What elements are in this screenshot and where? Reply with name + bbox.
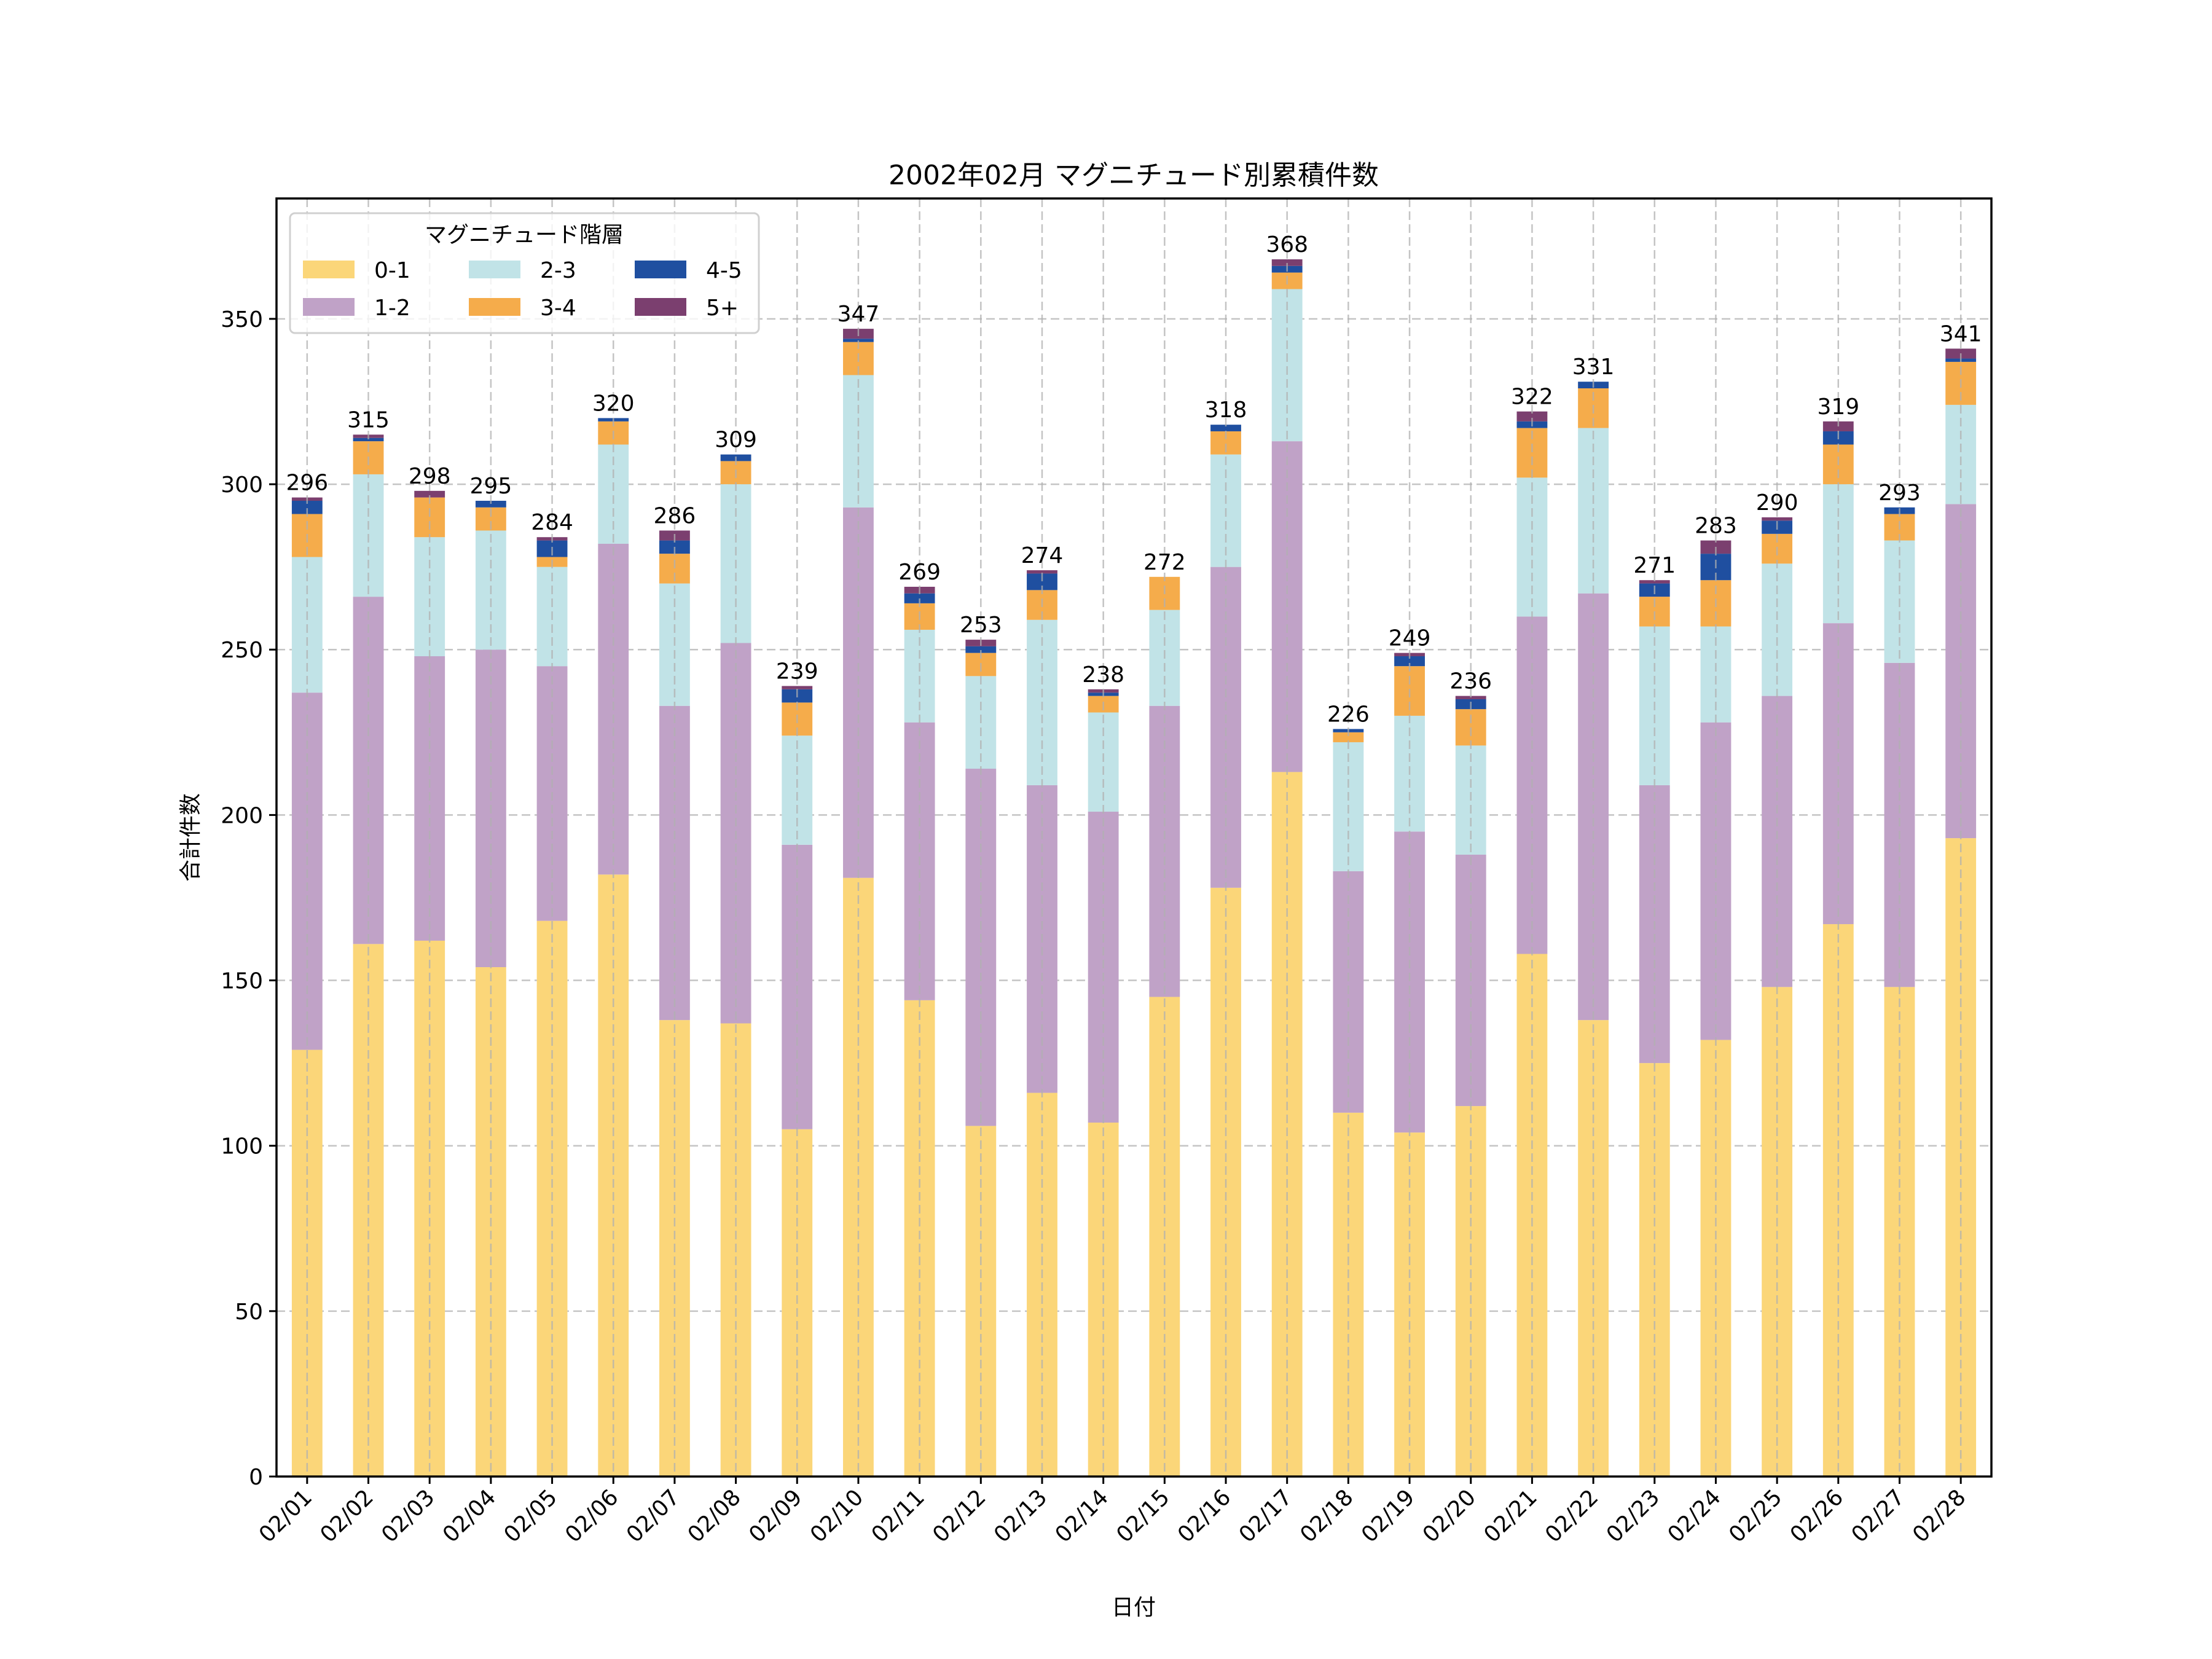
y-tick-label: 350 (221, 307, 263, 332)
total-label: 318 (1205, 398, 1247, 423)
bar-segment-3-4 (1333, 732, 1364, 742)
total-label: 269 (898, 560, 941, 585)
y-tick-label: 200 (221, 803, 263, 828)
vertical-grid (306, 198, 1962, 1477)
bar-segment-5+ (1455, 696, 1486, 699)
bar-segment-5+ (1762, 517, 1793, 521)
total-label: 319 (1817, 394, 1859, 420)
total-label: 253 (960, 613, 1002, 638)
total-label: 283 (1695, 514, 1737, 539)
y-axis: 0 50 100 150 200 250 300 350 (221, 307, 276, 1490)
total-label: 296 (286, 471, 328, 496)
total-label: 239 (776, 659, 818, 684)
bar-segment-4-5 (904, 593, 935, 603)
total-label: 309 (715, 428, 757, 453)
total-label: 368 (1266, 232, 1308, 257)
bar-segment-4-5 (1394, 656, 1425, 667)
bar-segment-5+ (1516, 411, 1548, 422)
total-label: 249 (1389, 626, 1431, 651)
y-axis-label: 合計件数 (178, 793, 203, 882)
y-tick-label: 50 (235, 1300, 263, 1325)
legend-swatch-3-4 (469, 298, 520, 316)
y-tick-label: 250 (221, 638, 263, 663)
total-label: 315 (347, 407, 390, 433)
bar-segment-4-5 (353, 437, 384, 442)
data-labels: 296 315 298 295 284 320 286 309 239 347 269 253 274 2… (286, 232, 1982, 727)
total-label: 238 (1082, 662, 1124, 688)
bar-segment-4-5 (965, 646, 997, 653)
bar-segment-5+ (782, 686, 813, 689)
y-tick-label: 100 (221, 1134, 263, 1159)
bar-segment-4-5 (1210, 425, 1241, 431)
x-axis-label: 日付 (1112, 1595, 1156, 1620)
chart-title: 2002年02月 マグニチュード別累積件数 (888, 160, 1379, 191)
y-tick-label: 0 (249, 1465, 263, 1490)
legend-label-1-2: 1-2 (374, 296, 410, 321)
bar-segment-1-2 (1762, 696, 1793, 987)
total-label: 298 (409, 464, 451, 489)
bar-segment-2-3 (782, 735, 813, 845)
total-label: 271 (1633, 553, 1676, 578)
y-tick-label: 300 (221, 473, 263, 498)
y-tick-label: 150 (221, 969, 263, 994)
bar-segment-4-5 (475, 501, 506, 508)
legend-label-2-3: 2-3 (540, 258, 576, 283)
legend-label-3-4: 3-4 (540, 296, 576, 321)
legend-label-0-1: 0-1 (374, 258, 410, 283)
bar-segment-4-5 (291, 501, 323, 514)
total-label: 236 (1449, 669, 1492, 694)
legend-swatch-5+ (635, 298, 686, 316)
legend-swatch-0-1 (303, 261, 355, 278)
legend-swatch-4-5 (635, 261, 686, 278)
bar-segment-5+ (1639, 580, 1670, 584)
legend-swatch-1-2 (303, 298, 355, 316)
bar-segment-3-4 (414, 497, 445, 538)
bar-segment-2-3 (1271, 289, 1303, 442)
bar-segment-4-5 (843, 339, 874, 342)
total-label: 272 (1143, 550, 1186, 575)
legend-label-5+: 5+ (706, 296, 739, 321)
total-label: 284 (531, 510, 573, 535)
bar-segment-2-3 (414, 537, 445, 657)
total-label: 290 (1756, 490, 1798, 516)
bar-segment-5+ (1271, 259, 1303, 266)
total-label: 322 (1511, 385, 1553, 410)
total-label: 295 (470, 474, 512, 499)
legend: マグニチュード階層 0-1 1-2 2-3 3-4 4-5 5+ (289, 212, 760, 334)
total-label: 331 (1572, 355, 1615, 380)
legend-swatch-2-3 (469, 261, 520, 278)
total-label: 286 (654, 503, 696, 528)
total-label: 293 (1878, 480, 1921, 506)
total-label: 226 (1327, 702, 1370, 727)
total-label: 320 (592, 391, 635, 416)
total-label: 341 (1940, 321, 1982, 347)
bar-segment-5+ (1027, 570, 1057, 574)
legend-title: マグニチュード階層 (425, 222, 624, 248)
bar-segment-5+ (414, 490, 445, 498)
total-label: 274 (1021, 543, 1064, 568)
legend-label-4-5: 4-5 (706, 258, 742, 283)
plot-frame (275, 197, 1993, 1478)
total-label: 347 (837, 302, 880, 327)
